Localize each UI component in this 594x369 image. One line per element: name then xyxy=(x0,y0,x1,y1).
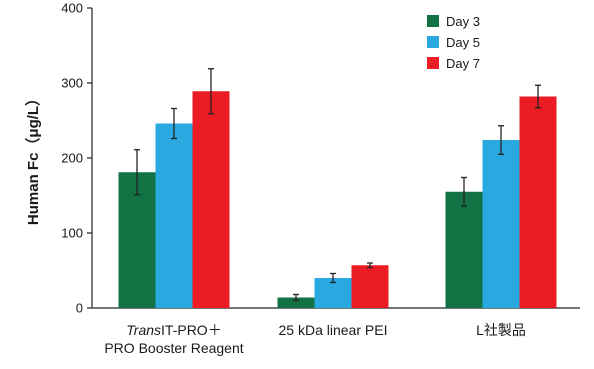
legend: Day 3 Day 5 Day 7 xyxy=(427,14,480,71)
y-axis-title: Human Fc（μg/L） xyxy=(24,91,42,225)
legend-item: Day 5 xyxy=(427,35,480,50)
bar-day-7-cat-1 xyxy=(192,91,230,308)
error-bar xyxy=(535,84,541,109)
legend-swatch xyxy=(427,36,439,48)
y-tick-label: 100 xyxy=(61,226,83,241)
bars xyxy=(118,91,557,308)
legend-item: Day 3 xyxy=(427,14,480,29)
y-tick-label: 200 xyxy=(61,151,83,166)
y-tick-label: 400 xyxy=(61,1,83,16)
legend-label: Day 3 xyxy=(446,14,480,29)
error-bars xyxy=(134,68,541,302)
error-bar xyxy=(498,125,504,155)
y-axis-label: Human Fc（μg/L） xyxy=(24,91,42,225)
legend-item: Day 7 xyxy=(427,56,480,71)
category-labels: TransIT-PRO＋ PRO Booster Reagent 25 kDa li… xyxy=(104,322,526,356)
bar-day-3-cat-2 xyxy=(277,297,315,308)
error-bar xyxy=(330,272,336,284)
x-category-label: PRO Booster Reagent xyxy=(104,340,243,356)
bar-day-3-cat-3 xyxy=(445,191,483,308)
error-bar xyxy=(208,68,214,115)
bar-day-5-cat-3 xyxy=(482,140,520,308)
legend-swatch xyxy=(427,57,439,69)
bar-day-5-cat-1 xyxy=(155,123,193,308)
legend-label: Day 5 xyxy=(446,35,480,50)
error-bar xyxy=(293,293,299,302)
error-bar xyxy=(171,107,177,140)
y-tick-label: 300 xyxy=(61,76,83,91)
x-category-label: 25 kDa linear PEI xyxy=(279,322,388,338)
bar-day-7-cat-2 xyxy=(351,265,389,308)
error-bar xyxy=(461,176,467,207)
error-bar xyxy=(134,149,140,196)
error-bar xyxy=(367,262,373,269)
y-ticks: 0 100 200 300 400 xyxy=(61,1,92,316)
y-tick-label: 0 xyxy=(76,301,83,316)
bar-day-7-cat-3 xyxy=(519,96,557,308)
x-category-label: TransIT-PRO＋ xyxy=(126,322,221,338)
x-category-label: L社製品 xyxy=(476,322,526,338)
legend-swatch xyxy=(427,15,439,27)
legend-label: Day 7 xyxy=(446,56,480,71)
